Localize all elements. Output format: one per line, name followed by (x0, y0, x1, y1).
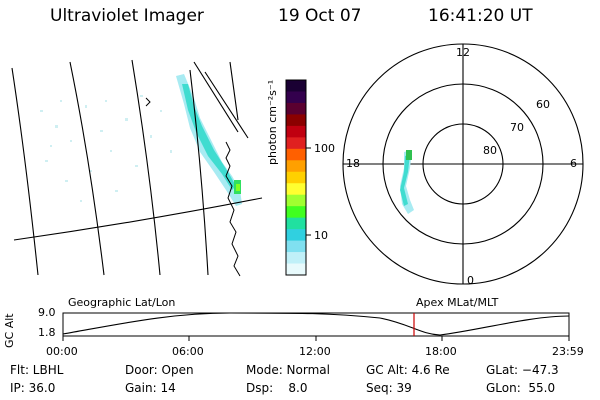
mlat-label-70: 70 (510, 121, 524, 134)
coastline (145, 97, 241, 277)
colorbar-segment (286, 125, 306, 138)
colorbar-segment (286, 171, 306, 184)
colorbar-segment (286, 217, 306, 230)
colorbar-segment (286, 263, 306, 276)
latitude-line (13, 197, 263, 241)
status-gc-alt: GC Alt: 4.6 Re (366, 363, 450, 377)
mlt-label-12: 12 (456, 46, 470, 59)
auroral-emission (176, 74, 242, 206)
status-dsp: Dsp: 8.0 (246, 381, 308, 395)
time-label: 16:41:20 UT (428, 6, 533, 26)
colorbar-segment (286, 240, 306, 253)
timeline-ytick-max: 9.0 (38, 306, 56, 319)
colorbar-segment (286, 80, 306, 92)
colorbar-segment (286, 91, 306, 104)
date-label: 19 Oct 07 (278, 6, 362, 26)
mlat-label-80: 80 (483, 144, 497, 157)
colorbar-segment (286, 183, 306, 196)
mlat-label-60: 60 (536, 98, 550, 111)
colorbar-segment (286, 252, 306, 265)
geographic-map (11, 59, 263, 277)
longitude-lines (11, 59, 249, 276)
polar-auroral-emission (400, 150, 414, 214)
geographic-title: Geographic Lat/Lon (68, 296, 176, 309)
timeline-xtick-0000: 00:00 (46, 345, 78, 358)
timeline-xtick-1800: 18:00 (425, 345, 457, 358)
timeline-ytick-min: 1.8 (38, 326, 56, 339)
colorbar (285, 79, 311, 276)
timeline-xtick-1200: 12:00 (299, 345, 331, 358)
status-glat: GLat: −47.3 (486, 363, 559, 377)
status-door: Door: Open (125, 363, 194, 377)
status-glon: GLon: 55.0 (486, 381, 556, 395)
altitude-curve (62, 312, 570, 336)
polar-title: Apex MLat/MLT (416, 296, 499, 309)
mlt-label-0: 0 (467, 274, 474, 287)
colorbar-segment (286, 194, 306, 207)
mlt-label-6: 6 (570, 157, 577, 170)
instrument-title: Ultraviolet Imager (50, 6, 204, 26)
colorbar-segment (286, 148, 306, 161)
status-ip: IP: 36.0 (10, 381, 56, 395)
colorbar-segment (286, 160, 306, 173)
timeline-ylabel: GC Alt (3, 313, 16, 348)
colorbar-segment (286, 206, 306, 219)
colorbar-tick-10: 10 (314, 229, 328, 242)
status-mode: Mode: Normal (246, 363, 330, 377)
colorbar-segment (286, 114, 306, 127)
status-seq: Seq: 39 (366, 381, 412, 395)
timeline-xtick-0600: 06:00 (172, 345, 204, 358)
colorbar-tick-100: 100 (314, 142, 335, 155)
timeline-xtick-2359: 23:59 (552, 345, 584, 358)
background-speckle (40, 95, 172, 202)
colorbar-segment (286, 137, 306, 150)
polar-plot (342, 43, 584, 285)
colorbar-unit-label: photon cm⁻²s⁻¹ (266, 79, 279, 165)
colorbar-segment (286, 102, 306, 115)
mlt-label-18: 18 (346, 157, 360, 170)
colorbar-segment (286, 229, 306, 242)
status-filter: Flt: LBHL (10, 363, 64, 377)
altitude-timeline (62, 312, 570, 341)
status-gain: Gain: 14 (125, 381, 176, 395)
